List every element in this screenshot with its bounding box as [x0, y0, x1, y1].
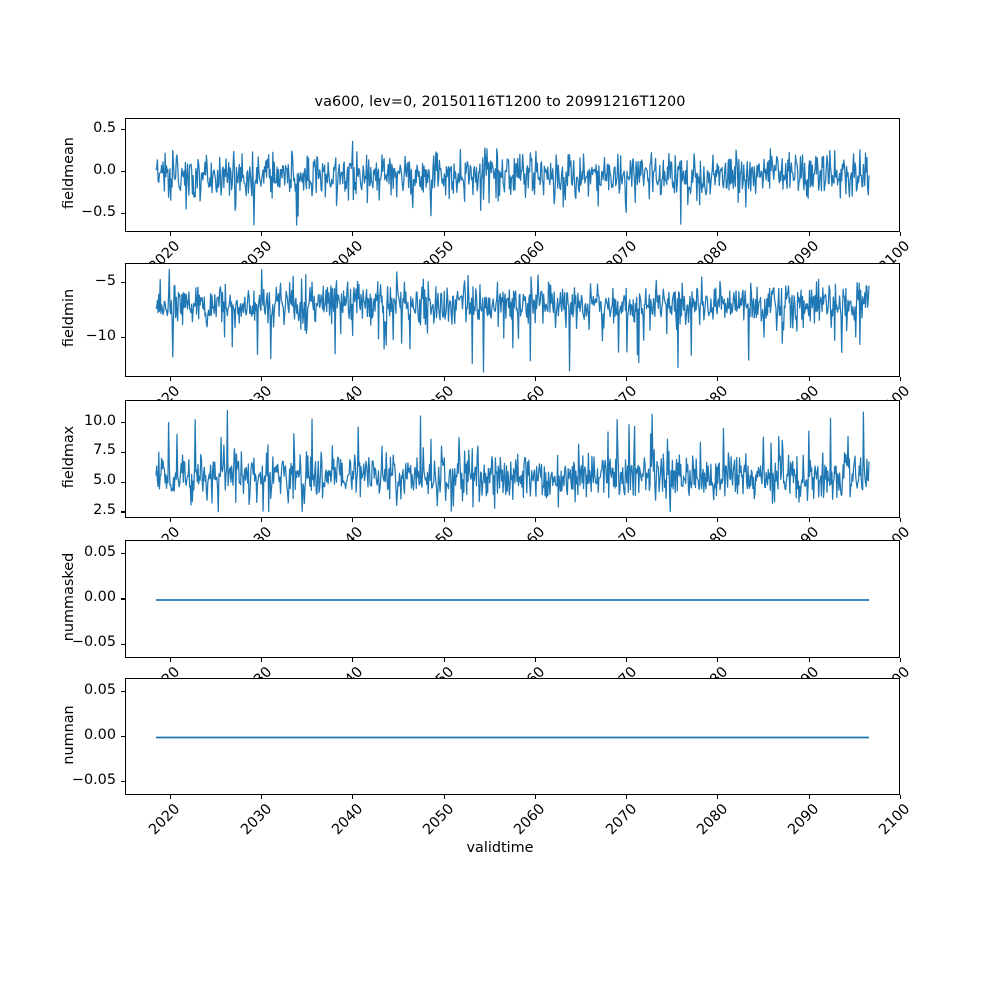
y-tick-label: 0.05 — [83, 543, 116, 560]
y-tick-label: 5.0 — [93, 472, 116, 489]
y-tick-mark — [120, 129, 125, 131]
x-tick-mark — [169, 795, 171, 800]
x-tick-mark — [717, 377, 719, 382]
y-tick-label: 0.00 — [83, 726, 116, 743]
x-tick-mark — [626, 795, 628, 800]
x-tick-label: 2100 — [818, 383, 913, 400]
y-tick-mark — [120, 690, 125, 693]
x-tick-label: 2100 — [876, 238, 914, 263]
x-tick-mark — [169, 658, 171, 663]
x-tick-mark — [260, 795, 263, 800]
x-tick-mark — [717, 795, 719, 800]
x-tick-mark — [808, 518, 810, 523]
x-tick-mark — [717, 518, 719, 523]
x-tick-mark — [169, 377, 171, 382]
x-tick-mark — [352, 518, 354, 523]
y-tick-mark — [120, 553, 125, 555]
x-tick-mark — [534, 232, 536, 237]
x-tick-mark — [443, 518, 445, 523]
y-tick-mark — [120, 511, 125, 513]
x-tick-mark — [352, 658, 354, 663]
x-tick-mark — [717, 232, 719, 237]
x-tick-mark — [352, 795, 354, 800]
x-tick-mark — [352, 377, 354, 382]
x-tick-mark — [899, 232, 901, 237]
y-tick-label: 0.05 — [83, 681, 116, 698]
x-tick-mark — [352, 232, 354, 237]
x-tick-mark — [534, 795, 536, 800]
x-tick-mark — [443, 795, 445, 800]
subplot-nummasked — [125, 540, 900, 658]
x-tick-mark — [808, 232, 810, 237]
x-tick-label-clip: 2100 — [780, 524, 920, 540]
y-tick-label: −0.05 — [71, 771, 116, 788]
subplot-numnan — [125, 678, 900, 795]
y-tick-label: 2.5 — [93, 502, 116, 519]
y-tick-mark — [120, 481, 125, 483]
series-numnan — [155, 736, 870, 739]
subplot-fieldmean — [125, 118, 900, 232]
y-tick-mark — [120, 735, 125, 738]
x-tick-mark — [443, 377, 445, 382]
series-fieldmean — [155, 140, 870, 226]
x-tick-mark — [443, 658, 445, 663]
y-tick-label: −5 — [94, 272, 116, 289]
y-tick-label: 0.5 — [93, 119, 116, 136]
x-tick-mark — [626, 658, 628, 663]
y-tick-mark — [120, 213, 125, 215]
y-tick-label: 7.5 — [93, 442, 116, 459]
y-tick-label: 0.0 — [93, 161, 116, 178]
series-fieldmin — [155, 268, 870, 373]
x-tick-mark — [717, 658, 719, 663]
x-tick-mark — [899, 658, 901, 663]
x-tick-mark — [169, 232, 171, 237]
x-tick-label: 2100 — [818, 524, 913, 540]
x-tick-mark — [260, 658, 263, 663]
y-tick-mark — [120, 171, 125, 173]
y-tick-label: −0.05 — [71, 634, 116, 651]
x-tick-mark — [260, 232, 263, 237]
x-tick-label-clip: 2100 — [780, 238, 920, 263]
x-tick-mark — [626, 377, 628, 382]
series-nummasked — [155, 599, 870, 601]
x-tick-mark — [260, 518, 263, 523]
x-tick-mark — [260, 377, 263, 382]
x-tick-label-clip: 2100 — [780, 383, 920, 400]
y-tick-mark — [120, 780, 125, 783]
x-tick-mark — [534, 658, 536, 663]
y-tick-label: −0.5 — [81, 203, 116, 220]
y-tick-mark — [120, 643, 125, 645]
y-tick-mark — [120, 282, 125, 284]
x-tick-mark — [808, 377, 810, 382]
y-tick-label: 10.0 — [83, 412, 116, 429]
y-tick-mark — [120, 451, 125, 453]
y-tick-label: −10 — [85, 327, 116, 344]
x-tick-mark — [169, 518, 171, 523]
x-axis-label: validtime — [466, 840, 534, 856]
figure-title: va600, lev=0, 20150116T1200 to 20991216T… — [314, 94, 686, 110]
x-tick-label: 2100 — [818, 664, 913, 678]
x-tick-mark — [808, 795, 810, 800]
subplot-fieldmin — [125, 263, 900, 377]
subplot-fieldmax — [125, 400, 900, 518]
x-tick-mark — [808, 658, 810, 663]
x-tick-mark — [899, 377, 901, 382]
x-tick-mark — [899, 795, 901, 800]
x-tick-mark — [899, 518, 901, 523]
x-tick-mark — [534, 377, 536, 382]
y-tick-mark — [120, 336, 125, 339]
y-tick-label: 0.00 — [83, 589, 116, 605]
x-tick-mark — [626, 518, 628, 523]
y-tick-mark — [120, 598, 125, 600]
x-tick-mark — [626, 232, 628, 237]
series-fieldmax — [155, 409, 870, 513]
y-tick-mark — [120, 422, 125, 424]
x-tick-mark — [534, 518, 536, 523]
x-tick-label-clip: 2100 — [780, 664, 920, 678]
x-tick-mark — [443, 232, 445, 237]
